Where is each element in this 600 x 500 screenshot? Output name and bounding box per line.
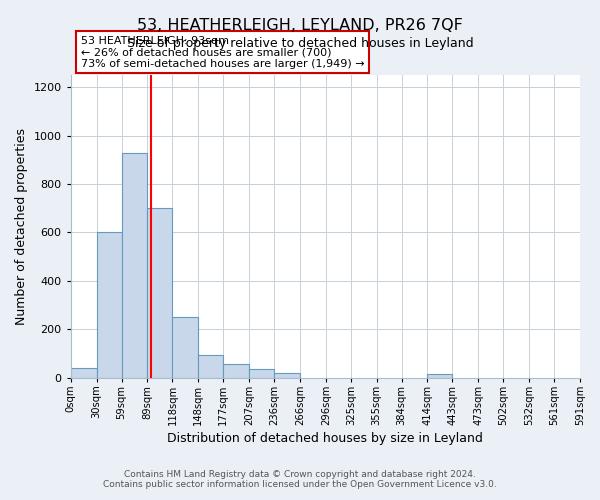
- Bar: [427, 374, 452, 378]
- Bar: [71, 368, 97, 378]
- Bar: [223, 364, 249, 378]
- Bar: [249, 370, 274, 378]
- Bar: [122, 152, 148, 378]
- Text: 53, HEATHERLEIGH, LEYLAND, PR26 7QF: 53, HEATHERLEIGH, LEYLAND, PR26 7QF: [137, 18, 463, 32]
- X-axis label: Distribution of detached houses by size in Leyland: Distribution of detached houses by size …: [167, 432, 483, 445]
- Text: 53 HEATHERLEIGH: 93sqm
← 26% of detached houses are smaller (700)
73% of semi-de: 53 HEATHERLEIGH: 93sqm ← 26% of detached…: [81, 36, 365, 69]
- Text: Size of property relative to detached houses in Leyland: Size of property relative to detached ho…: [127, 38, 473, 51]
- Bar: [198, 354, 223, 378]
- Bar: [274, 373, 300, 378]
- Y-axis label: Number of detached properties: Number of detached properties: [15, 128, 28, 325]
- Text: Contains HM Land Registry data © Crown copyright and database right 2024.
Contai: Contains HM Land Registry data © Crown c…: [103, 470, 497, 489]
- Bar: [172, 317, 198, 378]
- Bar: [148, 208, 172, 378]
- Bar: [97, 232, 122, 378]
